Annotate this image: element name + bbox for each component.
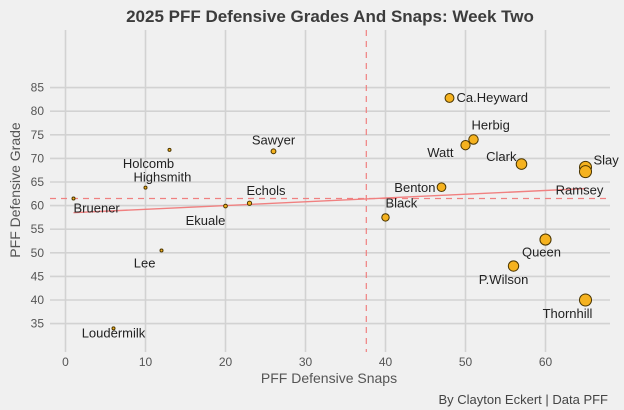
x-tick-label: 0 xyxy=(62,355,69,369)
y-tick-label: 45 xyxy=(31,269,45,283)
point-label: Ca.Heyward xyxy=(457,90,529,105)
point-label: Thornhill xyxy=(543,306,593,321)
point-label: Black xyxy=(386,195,418,210)
tick-labels: 0 10 20 30 40 50 60 35 40 45 50 55 60 65 70 75 80 85 xyxy=(31,81,553,369)
y-axis-title: PFF Defensive Grade xyxy=(7,122,23,258)
y-tick-label: 75 xyxy=(31,128,45,142)
x-tick-label: 60 xyxy=(539,355,553,369)
trend-line xyxy=(73,187,586,214)
y-tick-label: 40 xyxy=(31,293,45,307)
point-labels: Ca.Heyward Herbig Watt Clark Slay Ramsey Sawye… xyxy=(74,90,620,340)
data-point xyxy=(246,200,253,206)
y-tick-label: 65 xyxy=(31,175,45,189)
point-label: Ekuale xyxy=(186,213,226,228)
point-label: Ramsey xyxy=(556,183,604,198)
point-label: Clark xyxy=(486,149,517,164)
point-label: P.Wilson xyxy=(479,272,529,287)
point-label: Lee xyxy=(134,255,156,270)
data-point xyxy=(167,147,172,152)
x-tick-label: 30 xyxy=(299,355,313,369)
y-tick-label: 50 xyxy=(31,246,45,260)
reference-lines xyxy=(50,30,610,352)
x-tick-label: 10 xyxy=(139,355,153,369)
data-point xyxy=(436,182,447,193)
grid xyxy=(50,30,610,352)
data-point xyxy=(578,293,593,307)
data-point xyxy=(460,140,471,151)
point-label: Bruener xyxy=(74,201,121,216)
point-label: Echols xyxy=(247,183,287,198)
point-label: Sawyer xyxy=(252,132,296,147)
point-label: Slay xyxy=(594,152,620,167)
data-point xyxy=(444,93,455,103)
y-tick-label: 70 xyxy=(31,151,45,165)
point-label: Loudermilk xyxy=(82,325,146,340)
point-label: Herbig xyxy=(472,118,510,133)
y-tick-label: 60 xyxy=(31,199,45,213)
data-point xyxy=(381,213,390,222)
y-tick-label: 35 xyxy=(31,317,45,331)
point-label: Queen xyxy=(522,245,561,260)
data-point xyxy=(515,158,528,170)
data-point xyxy=(539,233,552,246)
data-point xyxy=(468,134,479,145)
data-points xyxy=(71,93,593,331)
y-tick-label: 80 xyxy=(31,104,45,118)
y-tick-label: 55 xyxy=(31,222,45,236)
data-point xyxy=(270,148,277,155)
point-label: Watt xyxy=(427,145,454,160)
point-label: Holcomb xyxy=(123,156,174,171)
data-point xyxy=(71,196,76,201)
data-point xyxy=(578,165,593,179)
x-axis-title: PFF Defensive Snaps xyxy=(261,370,397,386)
x-tick-label: 40 xyxy=(379,355,393,369)
x-tick-label: 20 xyxy=(219,355,233,369)
point-label: Highsmith xyxy=(134,170,192,185)
data-point xyxy=(111,326,116,331)
data-point xyxy=(223,203,228,209)
data-point xyxy=(507,260,520,272)
data-point xyxy=(143,185,148,190)
chart-caption: By Clayton Eckert | Data PFF xyxy=(438,392,608,407)
y-tick-label: 85 xyxy=(31,81,45,95)
x-tick-label: 50 xyxy=(459,355,473,369)
chart-title: 2025 PFF Defensive Grades And Snaps: Wee… xyxy=(126,7,534,26)
data-point xyxy=(159,248,164,253)
point-label: Benton xyxy=(394,180,435,195)
